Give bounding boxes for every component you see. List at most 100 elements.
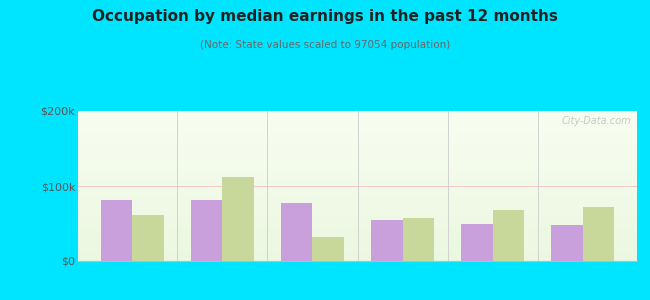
Bar xyxy=(281,202,313,261)
Bar xyxy=(78,228,637,230)
Bar xyxy=(78,222,637,224)
Bar xyxy=(78,123,637,124)
Bar xyxy=(78,152,637,153)
Bar xyxy=(78,116,637,117)
Bar xyxy=(78,200,637,201)
Bar xyxy=(78,189,637,190)
Bar xyxy=(78,224,637,225)
Bar xyxy=(78,226,637,228)
Bar xyxy=(78,144,637,146)
Bar xyxy=(78,177,637,178)
Bar xyxy=(78,168,637,170)
Bar xyxy=(78,184,637,186)
Bar xyxy=(78,242,637,243)
Bar xyxy=(78,255,637,256)
Bar xyxy=(78,148,637,150)
Bar xyxy=(78,192,637,194)
Bar xyxy=(402,218,434,261)
Bar xyxy=(78,219,637,220)
Bar xyxy=(78,111,637,112)
Bar xyxy=(78,237,637,238)
Bar xyxy=(78,195,637,196)
Bar xyxy=(190,200,222,261)
Bar xyxy=(78,230,637,231)
Bar xyxy=(78,160,637,162)
Bar xyxy=(78,136,637,138)
Bar xyxy=(78,134,637,135)
Bar xyxy=(78,147,637,148)
Bar xyxy=(78,182,637,183)
Bar xyxy=(78,210,637,212)
Bar xyxy=(78,130,637,132)
Bar xyxy=(78,141,637,142)
Bar xyxy=(78,180,637,182)
Bar xyxy=(78,204,637,206)
Bar xyxy=(78,129,637,130)
Bar xyxy=(78,196,637,198)
Bar xyxy=(78,118,637,120)
Bar xyxy=(78,112,637,114)
Bar xyxy=(78,218,637,219)
Bar xyxy=(78,122,637,123)
Bar xyxy=(78,256,637,258)
Bar xyxy=(78,234,637,236)
Bar xyxy=(78,240,637,242)
Bar xyxy=(78,249,637,250)
Bar xyxy=(78,198,637,200)
Bar xyxy=(78,206,637,207)
Bar xyxy=(78,117,637,118)
Bar xyxy=(78,260,637,261)
Bar xyxy=(78,114,637,116)
Bar xyxy=(78,183,637,184)
Bar xyxy=(78,232,637,234)
Bar xyxy=(78,146,637,147)
Bar xyxy=(78,165,637,166)
Bar xyxy=(78,236,637,237)
Bar xyxy=(78,202,637,204)
Bar xyxy=(78,250,637,252)
Bar xyxy=(78,188,637,189)
Bar xyxy=(78,220,637,222)
Bar xyxy=(78,243,637,244)
Bar xyxy=(493,210,525,261)
Bar xyxy=(78,132,637,134)
Text: Occupation by median earnings in the past 12 months: Occupation by median earnings in the pas… xyxy=(92,9,558,24)
Bar xyxy=(78,138,637,140)
Text: (Note: State values scaled to 97054 population): (Note: State values scaled to 97054 popu… xyxy=(200,40,450,50)
Bar xyxy=(78,214,637,216)
Bar xyxy=(78,194,637,195)
Bar xyxy=(78,244,637,246)
Bar xyxy=(78,238,637,240)
Bar xyxy=(78,120,637,122)
Bar xyxy=(78,174,637,176)
Bar xyxy=(78,164,637,165)
Bar xyxy=(78,225,637,226)
Bar xyxy=(78,207,637,208)
Bar xyxy=(583,207,614,261)
Bar xyxy=(78,216,637,218)
Bar xyxy=(78,158,637,159)
Bar xyxy=(78,171,637,172)
Bar xyxy=(371,220,402,261)
Bar xyxy=(78,156,637,158)
Bar xyxy=(78,248,637,249)
Bar xyxy=(78,176,637,177)
Bar xyxy=(78,126,637,128)
Bar xyxy=(78,154,637,156)
Bar xyxy=(313,237,344,261)
Bar xyxy=(78,246,637,247)
Bar xyxy=(78,258,637,260)
Bar xyxy=(78,150,637,152)
Bar xyxy=(78,213,637,214)
Bar xyxy=(78,140,637,141)
Text: City-Data.com: City-Data.com xyxy=(562,116,631,125)
Bar xyxy=(78,186,637,188)
Bar xyxy=(78,128,637,129)
Bar xyxy=(462,224,493,261)
Bar xyxy=(78,167,637,168)
Bar xyxy=(78,252,637,254)
Bar xyxy=(78,162,637,164)
Bar xyxy=(78,254,637,255)
Bar xyxy=(101,200,132,261)
Bar xyxy=(78,169,637,171)
